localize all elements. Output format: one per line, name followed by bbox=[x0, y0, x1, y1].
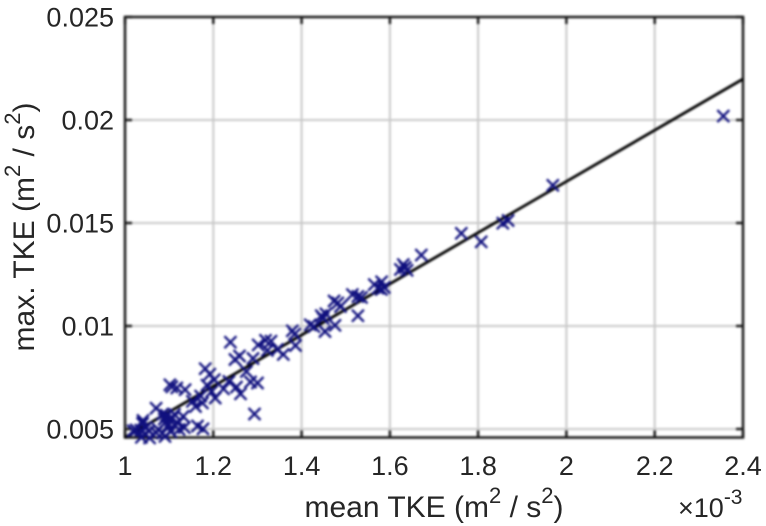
svg-text:2.2: 2.2 bbox=[636, 451, 674, 481]
svg-text:mean TKE (m2 / s2): mean TKE (m2 / s2) bbox=[304, 483, 563, 524]
svg-text:0.005: 0.005 bbox=[46, 415, 114, 445]
svg-text:1.6: 1.6 bbox=[371, 451, 409, 481]
svg-text:1: 1 bbox=[117, 451, 132, 481]
svg-text:2.4: 2.4 bbox=[724, 451, 762, 481]
svg-text:1.8: 1.8 bbox=[459, 451, 497, 481]
svg-text:0.02: 0.02 bbox=[61, 106, 114, 136]
svg-text:1.4: 1.4 bbox=[283, 451, 321, 481]
svg-text:0.025: 0.025 bbox=[46, 3, 114, 33]
svg-text:2: 2 bbox=[559, 451, 574, 481]
svg-text:max. TKE (m2 / s2): max. TKE (m2 / s2) bbox=[0, 103, 41, 352]
svg-text:1.2: 1.2 bbox=[195, 451, 233, 481]
svg-text:×10-3: ×10-3 bbox=[678, 486, 743, 523]
svg-text:0.01: 0.01 bbox=[61, 312, 114, 342]
svg-text:0.015: 0.015 bbox=[46, 209, 114, 239]
